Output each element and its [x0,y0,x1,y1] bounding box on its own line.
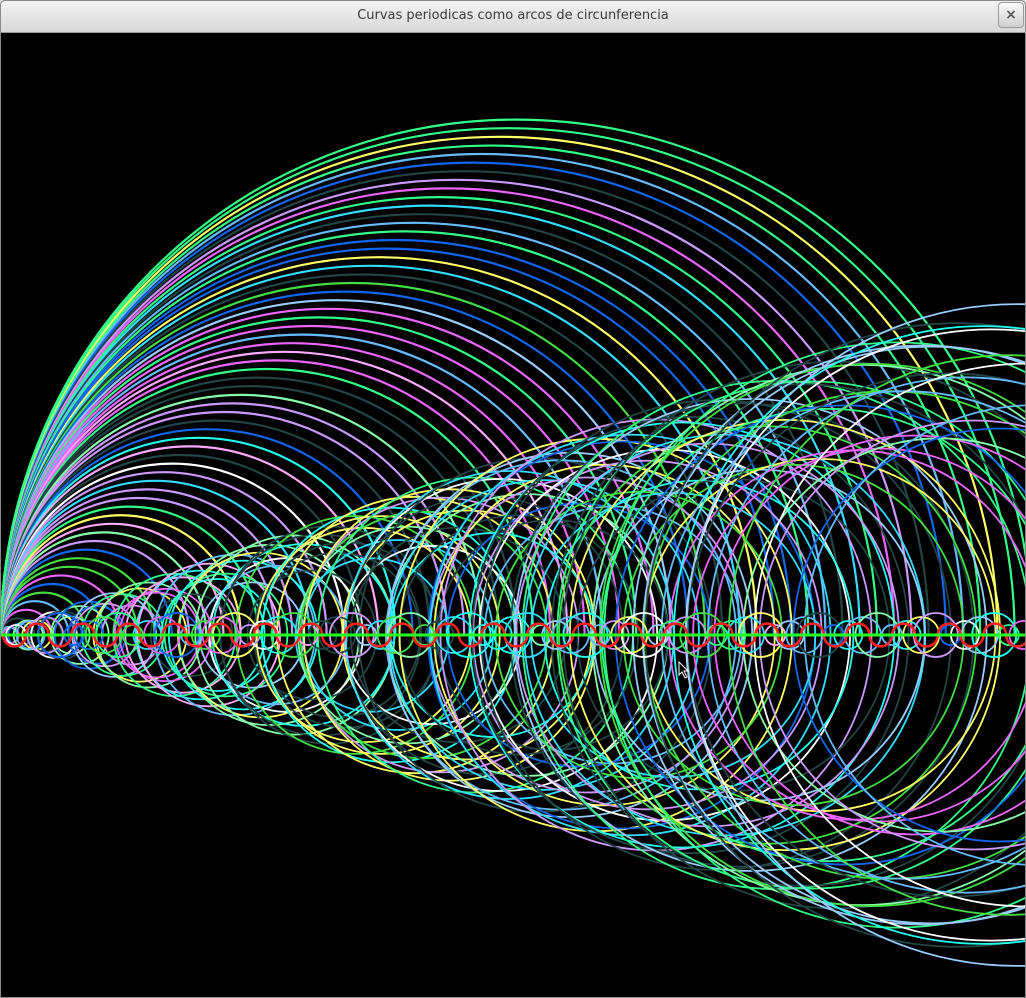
window-title: Curvas periodicas como arcos de circunfe… [357,8,669,23]
mouse-pointer-icon [678,661,690,679]
upper-semicircle-arc [1,144,982,636]
circle-arcs-drawing [1,118,1025,967]
title-bar[interactable]: Curvas periodicas como arcos de circunfe… [1,1,1025,33]
upper-semicircle-arc [1,118,1025,636]
upper-semicircle-arc [1,316,638,636]
close-button[interactable]: × [998,2,1024,28]
upper-semicircle-arc [1,213,844,636]
periodic-curve [1,622,1025,648]
drawing-canvas[interactable] [1,33,1025,997]
upper-semicircle-arc [1,324,621,636]
upper-semicircle-arc [1,178,913,636]
upper-semicircle-arc [1,187,896,636]
close-icon: × [1005,7,1017,23]
upper-semicircle-arc [1,264,741,636]
upper-semicircle-arc [1,127,1016,636]
